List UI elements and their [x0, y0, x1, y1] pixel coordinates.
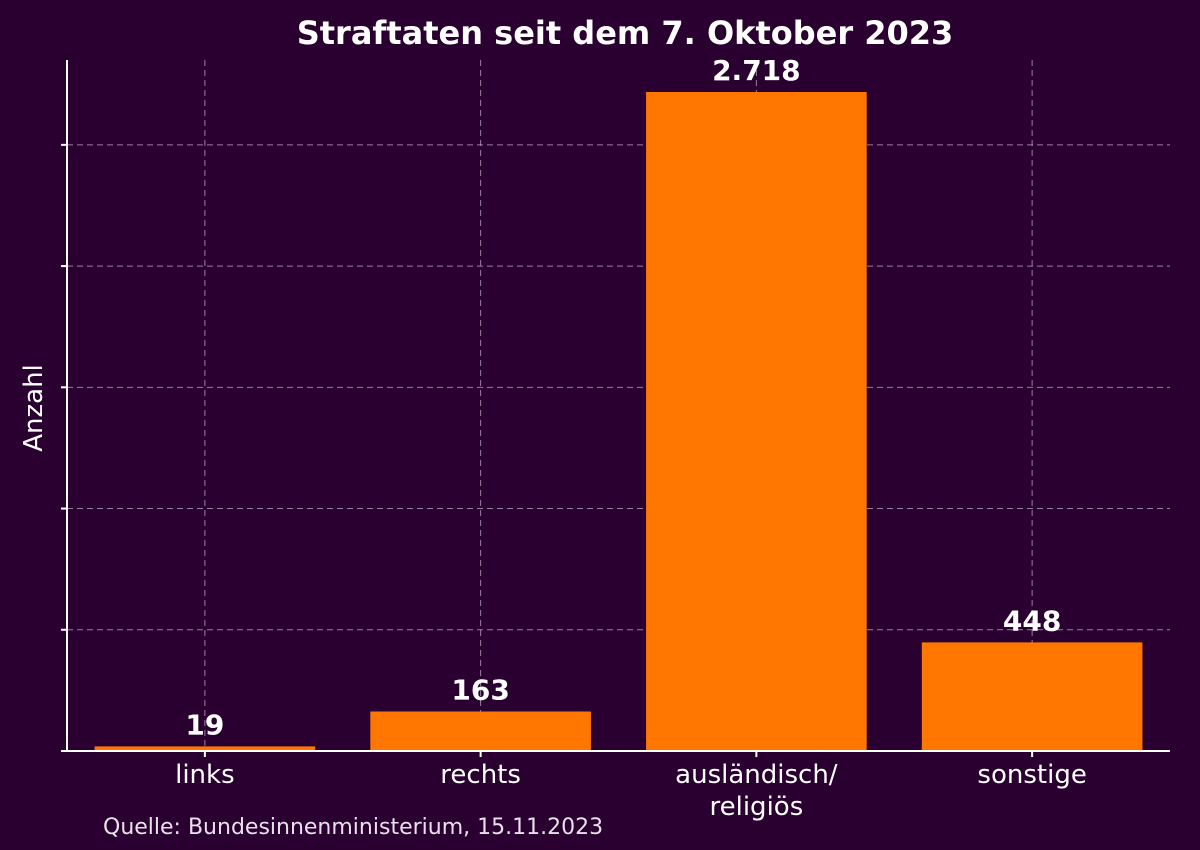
x-tick-label: sonstige: [977, 760, 1086, 790]
bar: [921, 642, 1143, 751]
x-tick-label-line: links: [175, 760, 235, 790]
value-label: 19: [185, 708, 224, 741]
x-tick-label-line: sonstige: [977, 760, 1086, 790]
x-tick-label: links: [175, 760, 235, 790]
bar: [94, 746, 316, 751]
axes: [61, 60, 1170, 757]
value-label: 2.718: [712, 54, 801, 87]
x-tick-label-line: rechts: [440, 760, 521, 790]
x-tick-label-line: ausländisch/: [675, 760, 838, 790]
x-tick-label: ausländisch/religiös: [675, 760, 838, 822]
chart-title: Straftaten seit dem 7. Oktober 2023: [297, 14, 954, 52]
x-tick-label-line: religiös: [710, 792, 804, 822]
bars: [94, 92, 1143, 751]
y-axis-label: Anzahl: [19, 364, 49, 452]
labels: 19 163 2.718 448 links rechts ausländisch/reli…: [175, 54, 1087, 822]
source-note: Quelle: Bundesinnenministerium, 15.11.20…: [103, 815, 603, 840]
x-tick-label: rechts: [440, 760, 521, 790]
bar: [646, 92, 867, 751]
bar: [370, 711, 591, 751]
value-label: 163: [451, 673, 509, 706]
value-label: 448: [1003, 604, 1061, 637]
